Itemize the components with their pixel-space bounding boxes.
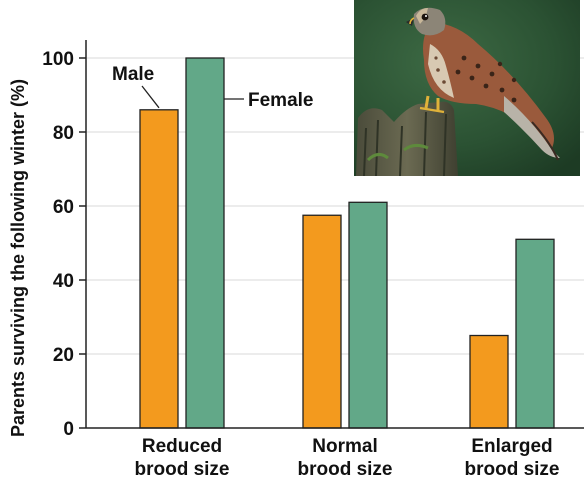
bar-male-3	[469, 334, 509, 429]
legend-male-label: Male	[112, 64, 154, 85]
y-axis: 0 20 40 60 80 100	[42, 40, 87, 440]
x-category-label: Normal brood size	[297, 436, 392, 480]
kestrel-photo	[354, 0, 580, 176]
y-tick-label: 0	[63, 419, 74, 440]
bar-female-2	[348, 201, 388, 429]
bars	[139, 57, 555, 429]
y-tick-label: 20	[53, 345, 74, 366]
x-category-label: Enlarged brood size	[464, 436, 559, 480]
y-tick-label: 40	[53, 271, 74, 292]
y-tick-label: 100	[42, 49, 74, 70]
bar-male-1	[139, 109, 179, 429]
category-labels: Reduced brood size Normal brood size Enlarge…	[134, 436, 559, 480]
bar-female-3	[515, 238, 555, 429]
bar-male-2	[302, 214, 342, 429]
y-axis-title: Parents surviving the following winter (…	[8, 79, 28, 437]
bar-female-1	[185, 57, 225, 429]
legend-male-leader	[141, 85, 160, 109]
legend-female-label: Female	[248, 90, 313, 111]
y-tick-label: 60	[53, 197, 74, 218]
y-tick-label: 80	[53, 123, 74, 144]
legend-annotations: Male Female	[112, 64, 313, 111]
x-category-label: Reduced brood size	[134, 436, 229, 480]
